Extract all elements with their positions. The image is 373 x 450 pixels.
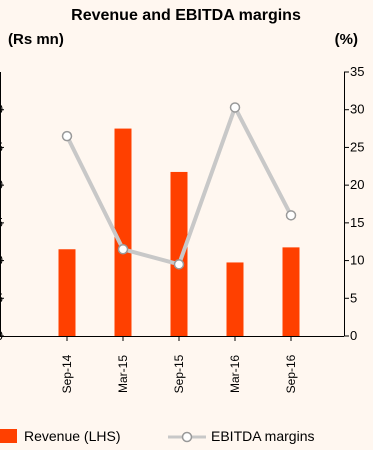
right-tick-label: 5 <box>350 290 357 305</box>
revenue-bar <box>114 128 132 336</box>
plot-area: 0 5 0 5 0 5 0 0 5 10 15 20 25 30 35 Sep-14 Mar-15 Sep-15 M… <box>0 64 364 393</box>
x-tick-label: Sep-15 <box>172 354 186 393</box>
revenue-bar <box>170 171 188 336</box>
right-tick-label: 20 <box>350 177 364 192</box>
ebitda-point <box>61 130 73 142</box>
right-tick-label: 10 <box>350 253 364 268</box>
right-tick-label: 15 <box>350 215 364 230</box>
revenue-bar <box>282 247 300 336</box>
revenue-bar <box>58 249 76 336</box>
x-tick-label: Sep-16 <box>284 354 298 393</box>
legend: Revenue (LHS) EBITDA margins <box>0 428 314 444</box>
ebitda-point <box>117 244 129 255</box>
left-tick-label: 0 <box>0 102 3 117</box>
legend-label-ebitda: EBITDA margins <box>211 428 314 444</box>
chart-title: Revenue and EBITDA margins <box>71 7 301 24</box>
legend-swatch-revenue <box>0 429 17 443</box>
x-tick-label: Mar-16 <box>228 355 242 393</box>
x-tick-label: Sep-14 <box>60 354 74 393</box>
legend-label-revenue: Revenue (LHS) <box>24 428 121 444</box>
left-tick-label: 5 <box>0 290 3 305</box>
left-tick-label: 0 <box>0 328 3 343</box>
left-tick-label: 0 <box>0 177 3 192</box>
left-tick-label: 0 <box>0 253 3 268</box>
right-tick-label: 25 <box>350 139 364 154</box>
right-axis-unit: (%) <box>335 31 358 48</box>
left-tick-label: 5 <box>0 215 3 230</box>
x-tick-label: Mar-15 <box>116 355 130 393</box>
right-tick-label: 35 <box>350 64 364 79</box>
ebitda-point <box>229 102 241 113</box>
ebitda-point <box>173 259 185 270</box>
right-tick-label: 30 <box>350 102 364 117</box>
revenue-bar <box>226 262 244 336</box>
legend-marker-ebitda <box>181 431 193 443</box>
left-tick-label: 5 <box>0 139 3 154</box>
left-axis-unit: (Rs mn) <box>8 31 64 48</box>
ebitda-point <box>285 210 297 221</box>
right-tick-label: 0 <box>350 328 357 343</box>
